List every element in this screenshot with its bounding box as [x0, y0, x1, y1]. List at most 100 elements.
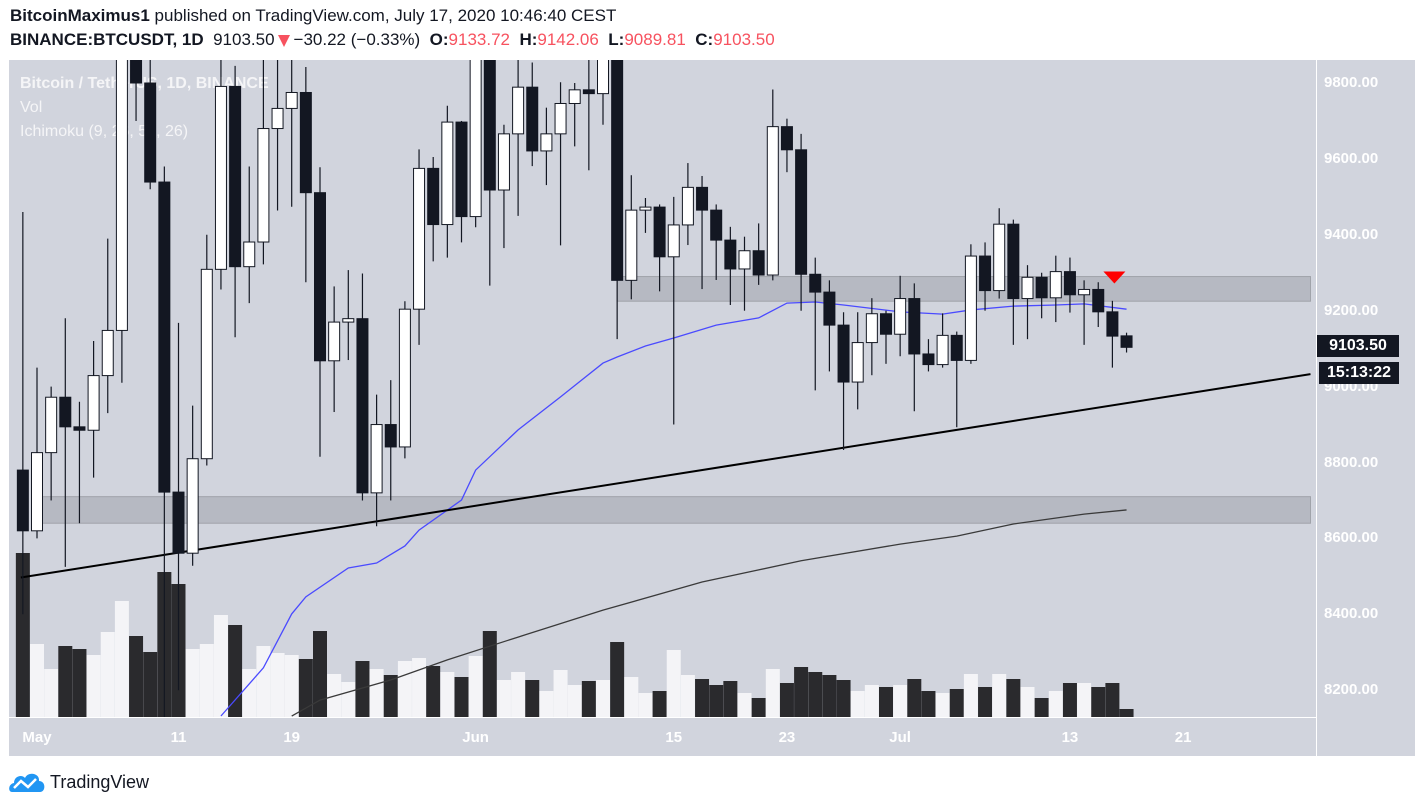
bar-countdown: 15:13:22 [1319, 362, 1399, 384]
low-value: 9089.81 [624, 30, 686, 49]
volume-bar [397, 661, 412, 717]
volume-bar [185, 649, 200, 717]
volume-bar [129, 636, 144, 717]
candle-body [101, 329, 114, 377]
volume-bar [1034, 698, 1049, 717]
down-triangle-icon [277, 34, 290, 47]
time-axis[interactable] [9, 718, 1316, 756]
candle-body [1063, 271, 1076, 296]
price-tick-label: 8400.00 [1324, 605, 1379, 623]
candle-body [243, 241, 256, 268]
candle-body [342, 318, 355, 323]
candle-body [1078, 288, 1091, 296]
candle-body [582, 89, 595, 95]
candle-body [823, 291, 836, 326]
ichimoku-slow-line [291, 509, 1127, 717]
volume-bar [1020, 687, 1035, 717]
candle-body [1021, 276, 1034, 300]
tradingview-logo[interactable]: TradingView [8, 770, 149, 794]
symbol-name: BINANCE:BTCUSDT, 1D [10, 30, 204, 49]
volume-bar [822, 675, 837, 717]
ichimoku-base-line [220, 301, 1127, 717]
price-tick-label: 9400.00 [1324, 225, 1379, 243]
time-tick-label: 19 [283, 729, 301, 746]
volume-bar [270, 653, 285, 717]
volume-bar [1048, 691, 1063, 717]
high-label: H: [519, 30, 538, 49]
volume-bar [256, 646, 271, 717]
volume-bar [341, 682, 356, 717]
volume-bar [808, 672, 823, 717]
candle-body [865, 313, 878, 344]
volume-bar [100, 632, 115, 717]
volume-bar [1091, 687, 1106, 717]
volume-bar [1105, 683, 1120, 717]
candle-body [780, 126, 793, 151]
candle-body [1120, 335, 1133, 348]
open-label: O: [429, 30, 449, 49]
logo-text: TradingView [50, 771, 150, 792]
candle-body [427, 167, 440, 226]
volume-bar [199, 644, 214, 717]
candle-body [1092, 288, 1105, 313]
time-tick-label: May [22, 729, 52, 746]
publish-text: published on TradingView.com, July 17, 2… [154, 6, 617, 25]
volume-bar [511, 672, 526, 717]
candle-body [455, 121, 468, 218]
symbol-info: BINANCE:BTCUSDT, 1D 9103.50 −30.22 (−0.33… [10, 30, 775, 50]
candle-body [724, 239, 737, 270]
candle-body [809, 273, 822, 293]
candle-body [908, 298, 921, 355]
open-value: 9133.72 [448, 30, 510, 49]
author-name[interactable]: BitcoinMaximus1 [10, 6, 150, 25]
candle-body [540, 133, 553, 152]
volume-bar [468, 656, 483, 717]
candle-body [200, 268, 213, 460]
candle-body [512, 86, 525, 135]
volume-bar [610, 642, 625, 717]
price-tick-label: 9600.00 [1324, 149, 1379, 167]
candle-body [894, 298, 907, 335]
candle-body [766, 126, 779, 276]
volume-bar [15, 553, 30, 717]
support-resistance-zone [616, 276, 1311, 302]
candle-body [356, 318, 369, 494]
candle-body [328, 321, 341, 362]
price-axis[interactable] [1317, 60, 1415, 756]
volume-bar [666, 650, 681, 717]
candle-body [625, 209, 638, 281]
candle-body [738, 250, 751, 270]
candle-body [696, 186, 709, 211]
volume-bar [213, 615, 228, 717]
volume-bar [72, 649, 87, 717]
candle-body [1049, 271, 1062, 299]
volume-bar [567, 685, 582, 717]
candle-body [1106, 311, 1119, 337]
candle-body [653, 206, 666, 258]
candle-body [370, 424, 383, 494]
volume-bar [143, 652, 158, 717]
candle-body [1007, 223, 1020, 300]
volume-bar [680, 675, 695, 717]
volume-bar [86, 655, 101, 717]
support-resistance-zone [36, 496, 1311, 524]
volume-bar [638, 693, 653, 717]
candle-body [441, 121, 454, 226]
volume-bar [893, 685, 908, 717]
price-change: −30.22 (−0.33%) [293, 30, 421, 49]
volume-bar [794, 667, 809, 717]
legend-vol[interactable]: Vol [20, 99, 43, 116]
candle-body [87, 375, 100, 431]
candle-body [285, 91, 298, 109]
candle-body [271, 107, 284, 130]
close-value: 9103.50 [713, 30, 775, 49]
candle-body [639, 206, 652, 211]
candle-body [837, 324, 850, 383]
candle-body [979, 255, 992, 292]
candle-body [597, 60, 609, 95]
volume-bar [482, 631, 497, 717]
volume-bar [228, 625, 243, 717]
candle-body [795, 149, 808, 275]
candle-body [851, 342, 864, 383]
candle-body [172, 491, 185, 554]
